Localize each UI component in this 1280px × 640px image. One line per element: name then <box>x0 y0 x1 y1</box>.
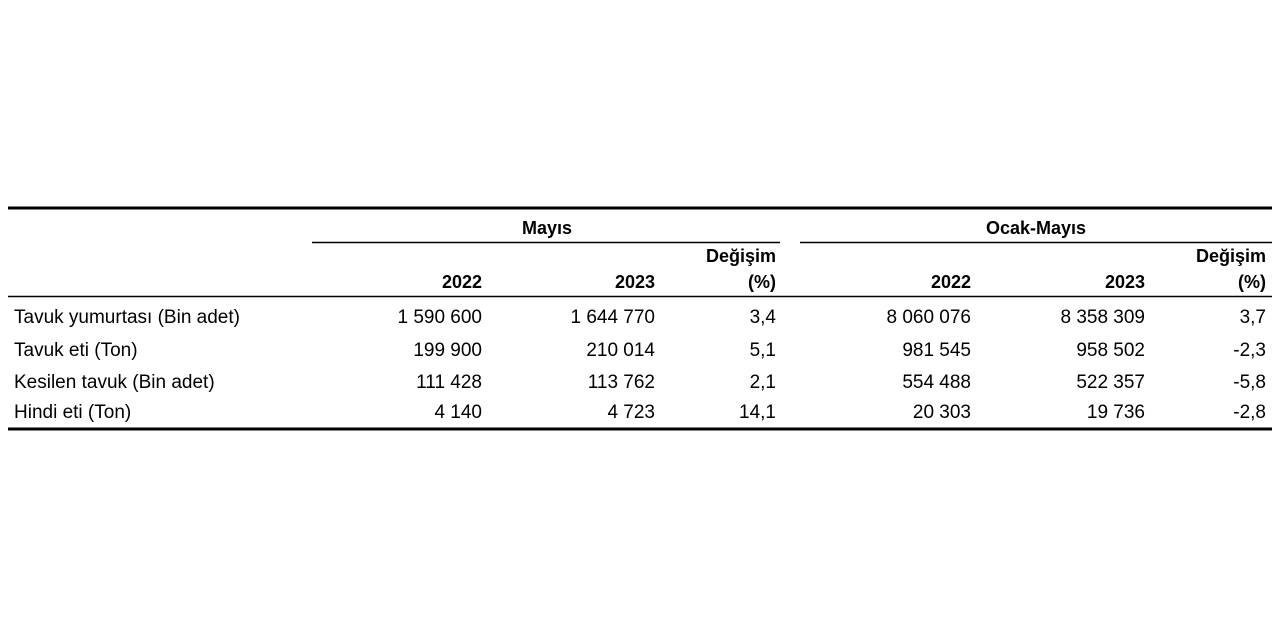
cell: 5,1 <box>750 340 776 361</box>
column-header: Değişim <box>706 246 776 266</box>
cell: -2,8 <box>1233 402 1266 423</box>
cell: 3,7 <box>1240 307 1266 328</box>
cell: 981 545 <box>902 340 971 361</box>
column-header: (%) <box>1238 272 1266 292</box>
cell: 1 644 770 <box>570 307 655 328</box>
row-label: Tavuk yumurtası (Bin adet) <box>14 307 240 328</box>
row-label: Hindi eti (Ton) <box>14 402 131 423</box>
cell: 210 014 <box>586 340 655 361</box>
cell: 958 502 <box>1076 340 1145 361</box>
cell: 14,1 <box>739 402 776 423</box>
cell: 8 358 309 <box>1060 307 1145 328</box>
cell: 199 900 <box>413 340 482 361</box>
cell: 1 590 600 <box>397 307 482 328</box>
cell: 3,4 <box>750 307 777 328</box>
row-label: Tavuk eti (Ton) <box>14 340 138 361</box>
row-label: Kesilen tavuk (Bin adet) <box>14 372 215 393</box>
cell: -2,3 <box>1233 340 1266 361</box>
cell: 522 357 <box>1076 372 1145 393</box>
cell: 19 736 <box>1087 402 1145 423</box>
column-header: 2023 <box>1105 272 1145 292</box>
group-header: Ocak-Mayıs <box>986 218 1086 238</box>
column-header: Değişim <box>1196 246 1266 266</box>
column-header: 2022 <box>442 272 482 292</box>
column-header: 2023 <box>615 272 655 292</box>
cell: 4 723 <box>607 402 655 423</box>
cell: 111 428 <box>416 372 482 393</box>
cell: 20 303 <box>913 402 971 423</box>
column-header: 2022 <box>931 272 971 292</box>
cell: 4 140 <box>434 402 482 423</box>
cell: 8 060 076 <box>886 307 971 328</box>
cell: -5,8 <box>1233 372 1266 393</box>
cell: 554 488 <box>902 372 971 393</box>
cell: 2,1 <box>750 372 776 393</box>
cell: 113 762 <box>588 372 655 393</box>
group-header: Mayıs <box>522 218 572 238</box>
column-header: (%) <box>748 272 776 292</box>
